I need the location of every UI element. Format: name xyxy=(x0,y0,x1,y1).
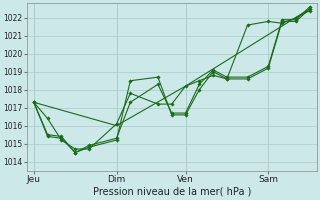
X-axis label: Pression niveau de la mer( hPa ): Pression niveau de la mer( hPa ) xyxy=(92,187,251,197)
